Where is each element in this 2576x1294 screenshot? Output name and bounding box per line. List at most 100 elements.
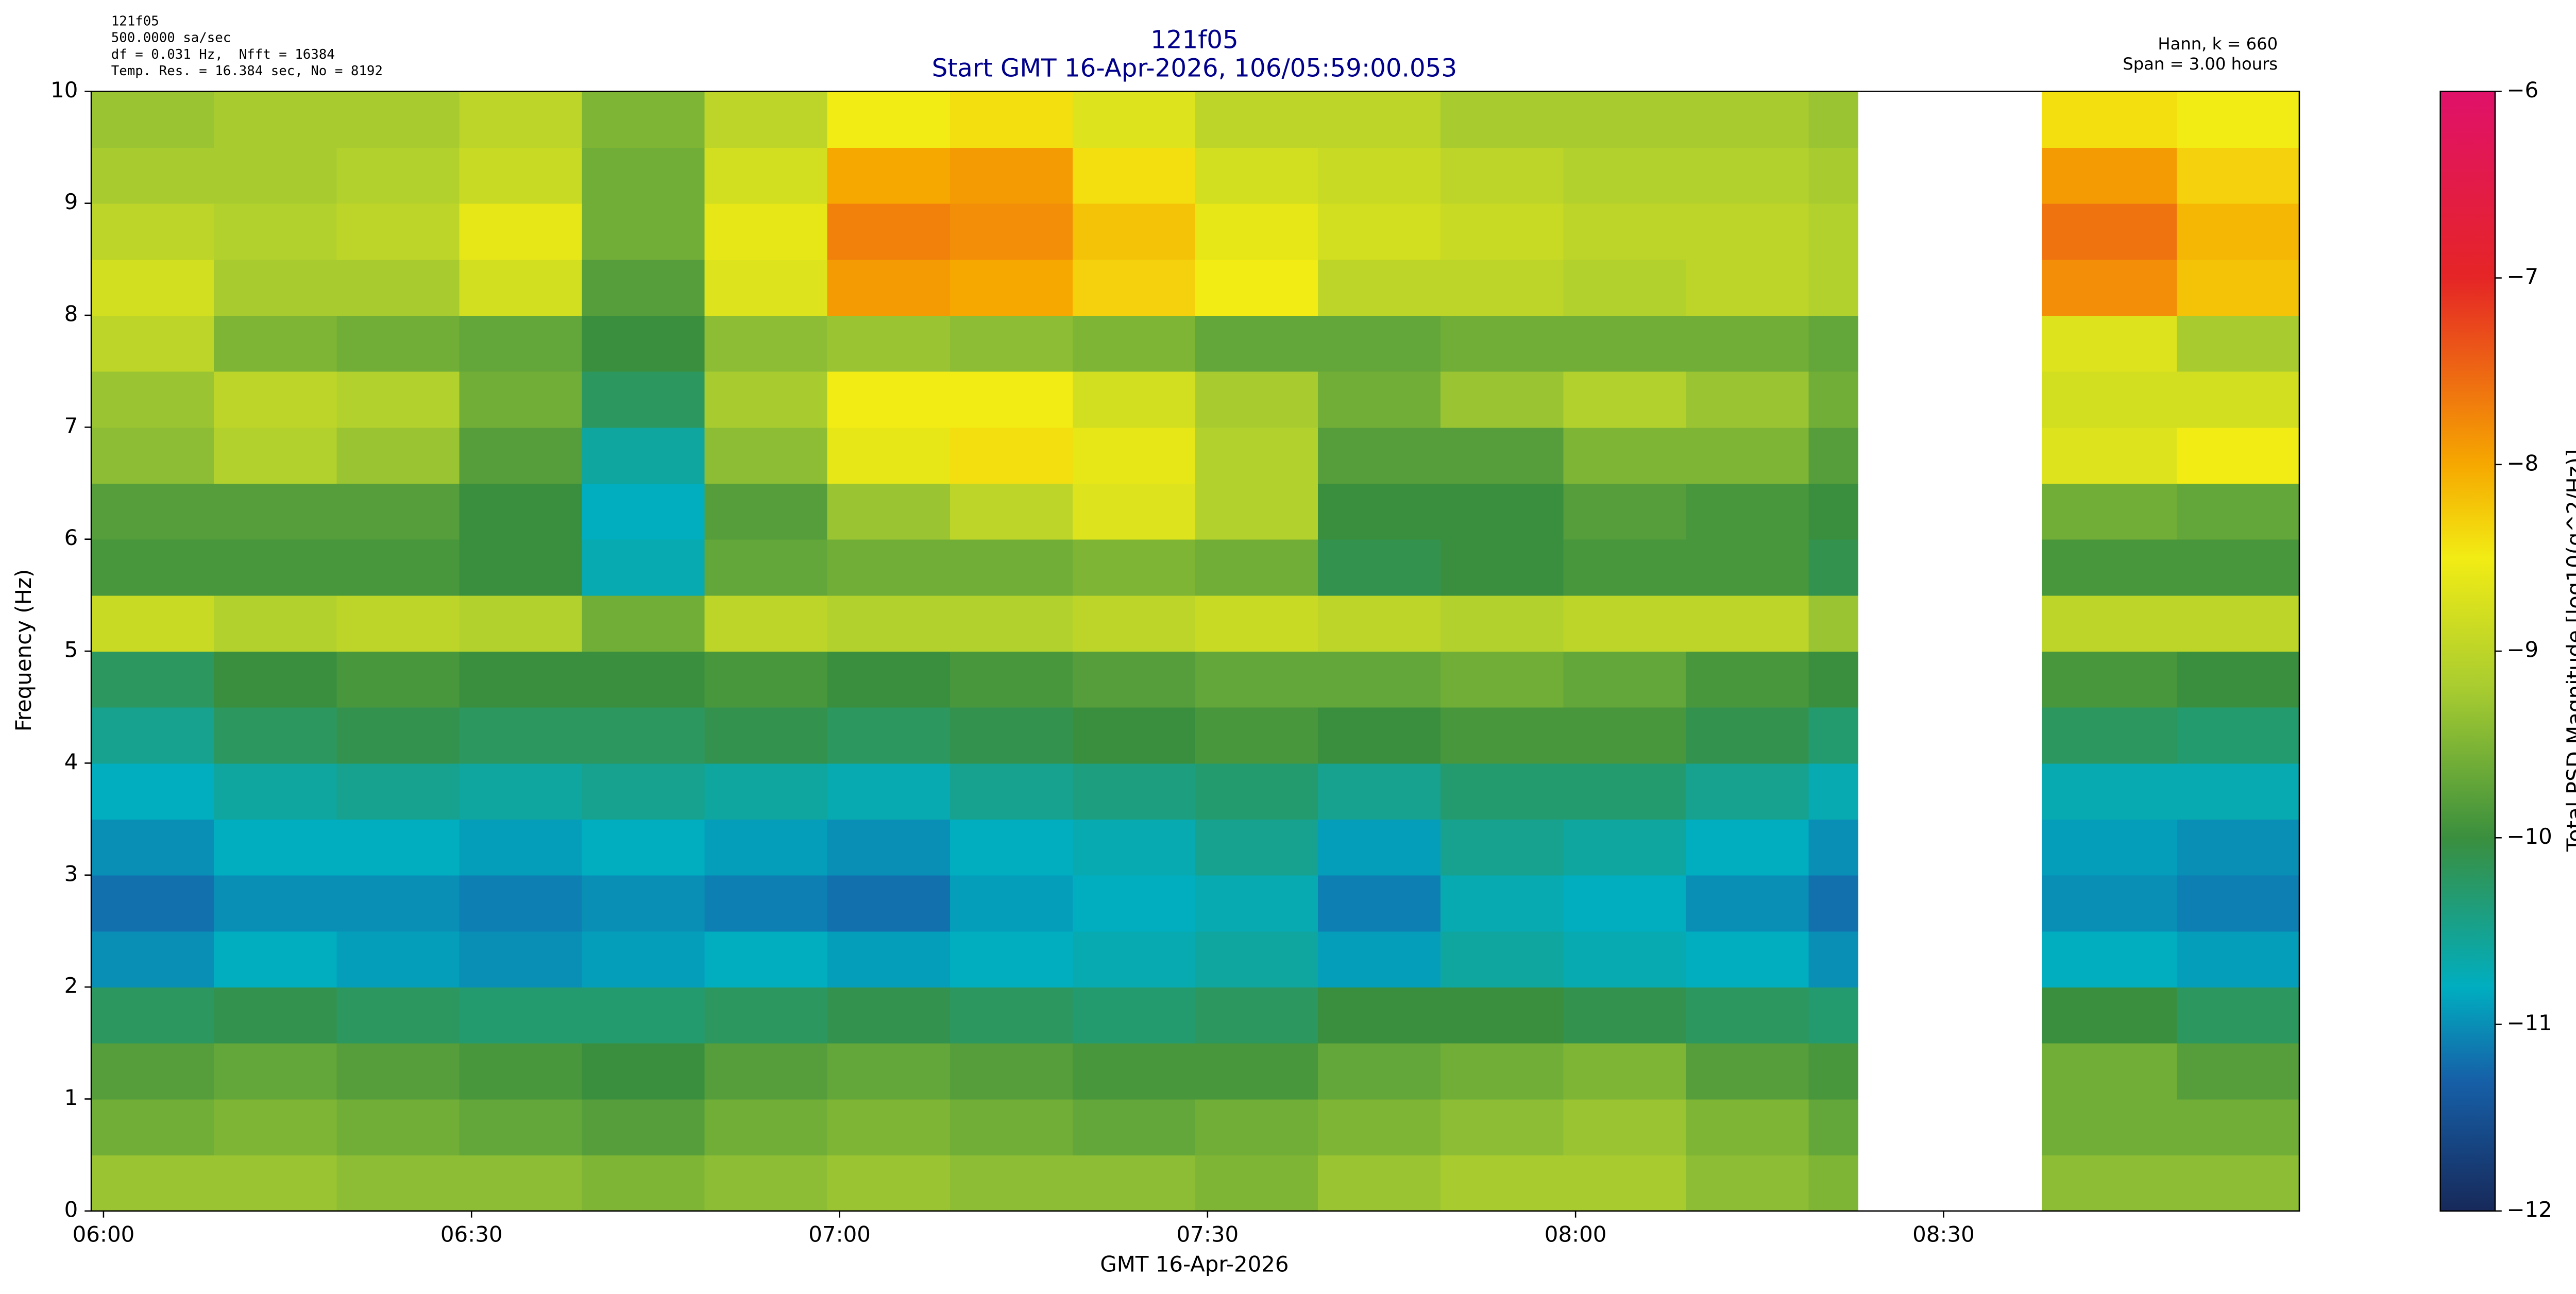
heatmap-cell	[1440, 651, 1564, 708]
heatmap-cell	[1318, 371, 1442, 428]
heatmap-cell	[1195, 1043, 1319, 1100]
heatmap-cell	[1563, 315, 1687, 372]
heatmap-cell	[1440, 371, 1564, 428]
heatmap-cell	[1808, 483, 1858, 540]
heatmap-cell	[459, 203, 583, 260]
info-left: 121f05	[111, 14, 159, 29]
heatmap-cell	[214, 203, 337, 260]
heatmap-cell	[2176, 1099, 2300, 1156]
y-tick-label: 10	[50, 77, 78, 103]
heatmap-cell	[1195, 259, 1319, 316]
heatmap-cell	[91, 91, 215, 148]
heatmap-cell	[1072, 91, 1196, 148]
heatmap-cell	[2176, 483, 2300, 540]
y-tick-label: 9	[64, 189, 78, 214]
info-left: 500.0000 sa/sec	[111, 30, 231, 46]
heatmap-cell	[1440, 931, 1564, 988]
heatmap-cell	[1318, 1155, 1442, 1212]
heatmap-cell	[214, 875, 337, 932]
heatmap-cell	[2176, 371, 2300, 428]
heatmap-cell	[582, 931, 705, 988]
heatmap-cell	[1072, 651, 1196, 708]
heatmap-cell	[1195, 91, 1319, 148]
heatmap-cell	[827, 1043, 951, 1100]
heatmap-cell	[336, 259, 460, 316]
heatmap-cell	[704, 763, 828, 820]
heatmap-cell	[704, 931, 828, 988]
heatmap-cell	[950, 371, 1073, 428]
y-tick-label: 7	[64, 413, 78, 438]
heatmap-cell	[2176, 1155, 2300, 1212]
chart-title: 121f05	[1150, 26, 1239, 55]
heatmap-cell	[827, 819, 951, 876]
heatmap-cell	[1440, 595, 1564, 652]
colorbar-tick-label: −7	[2506, 264, 2538, 289]
heatmap-cell	[1195, 147, 1319, 204]
heatmap-cell	[582, 483, 705, 540]
heatmap-cell	[459, 539, 583, 596]
heatmap-cell	[1686, 931, 1809, 988]
heatmap-cell	[2176, 763, 2300, 820]
heatmap-cell	[214, 315, 337, 372]
heatmap-cell	[1808, 595, 1858, 652]
heatmap-cell	[214, 539, 337, 596]
heatmap-cell	[2041, 875, 2177, 932]
heatmap-cell	[91, 1099, 215, 1156]
info-left: df = 0.031 Hz, Nfft = 16384	[111, 47, 335, 62]
heatmap-cell	[214, 371, 337, 428]
heatmap-cell	[1318, 931, 1442, 988]
heatmap-cell	[336, 1043, 460, 1100]
y-tick-label: 3	[64, 861, 78, 886]
heatmap-cell	[2041, 595, 2177, 652]
heatmap-cell	[2176, 259, 2300, 316]
heatmap-cell	[2041, 1155, 2177, 1212]
heatmap-cell	[1686, 427, 1809, 484]
heatmap-cell	[1072, 427, 1196, 484]
heatmap-cell	[336, 987, 460, 1044]
heatmap-cell	[2041, 763, 2177, 820]
heatmap-cell	[336, 315, 460, 372]
heatmap-cell	[950, 483, 1073, 540]
heatmap-cell	[1195, 427, 1319, 484]
heatmap-cell	[1563, 1155, 1687, 1212]
heatmap-cell	[214, 1099, 337, 1156]
heatmap-cell	[582, 371, 705, 428]
heatmap-cell	[2041, 259, 2177, 316]
heatmap-cell	[1072, 819, 1196, 876]
heatmap-cell	[1808, 315, 1858, 372]
heatmap-cell	[459, 987, 583, 1044]
heatmap-cell	[336, 763, 460, 820]
heatmap-cell	[1808, 203, 1858, 260]
heatmap-cell	[950, 931, 1073, 988]
heatmap-cell	[1072, 483, 1196, 540]
heatmap-cell	[1318, 483, 1442, 540]
heatmap-cell	[827, 875, 951, 932]
heatmap-cell	[459, 763, 583, 820]
chart-subtitle: Start GMT 16-Apr-2026, 106/05:59:00.053	[932, 54, 1458, 82]
heatmap-cell	[1072, 315, 1196, 372]
heatmap-cell	[214, 987, 337, 1044]
heatmap-cell	[1563, 707, 1687, 764]
heatmap-cell	[1440, 707, 1564, 764]
heatmap-cell	[1686, 651, 1809, 708]
heatmap-cell	[1072, 763, 1196, 820]
heatmap-cell	[1195, 315, 1319, 372]
heatmap-cell	[1195, 931, 1319, 988]
heatmap-cell	[459, 427, 583, 484]
heatmap-cell	[704, 259, 828, 316]
heatmap-cell	[2176, 595, 2300, 652]
heatmap-cell	[1195, 707, 1319, 764]
heatmap-cell	[1686, 707, 1809, 764]
heatmap-cell	[827, 707, 951, 764]
heatmap-cell	[1318, 203, 1442, 260]
x-tick-label: 07:00	[808, 1222, 871, 1247]
heatmap-cell	[2041, 1043, 2177, 1100]
heatmap-cell	[1686, 987, 1809, 1044]
x-tick-label: 08:00	[1545, 1222, 1607, 1247]
heatmap-cell	[827, 539, 951, 596]
heatmap-cell	[704, 371, 828, 428]
heatmap-cell	[91, 371, 215, 428]
heatmap-cell	[704, 315, 828, 372]
heatmap-cell	[214, 1155, 337, 1212]
